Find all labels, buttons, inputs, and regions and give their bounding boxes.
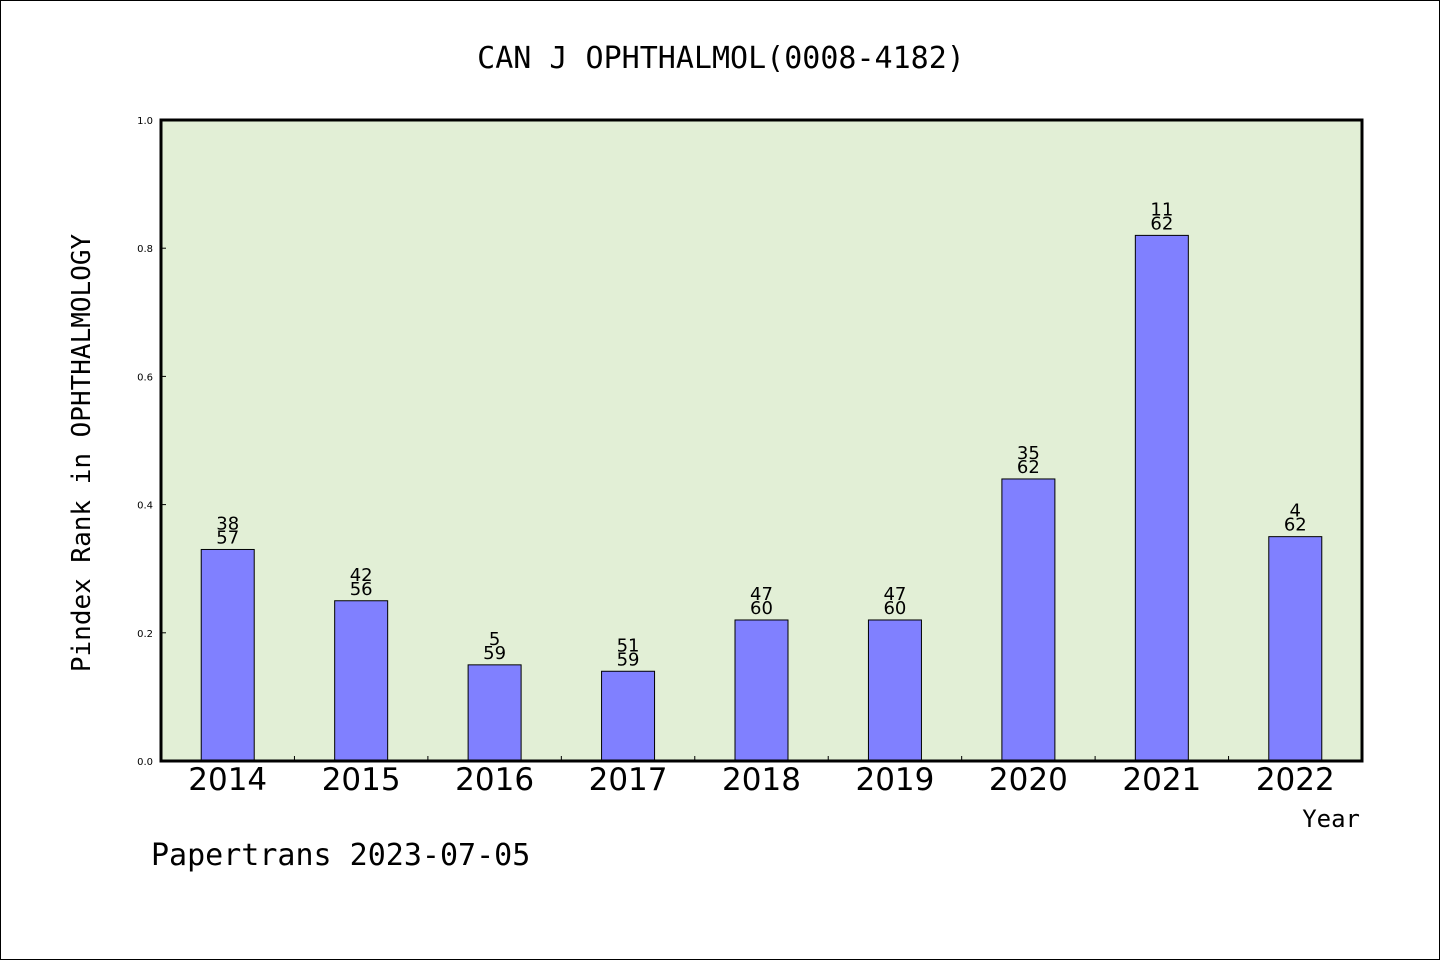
bar-label-top: 38 (216, 513, 239, 534)
bar-2022 (1268, 536, 1323, 762)
x-axis-ticks: 2014 2015 2016 2017 2018 2019 2020 2021 2022 (188, 756, 1335, 798)
bar-2018 (734, 619, 789, 762)
y-axis-label: Pindex Rank in OPHTHALMOLOGY (67, 234, 97, 673)
bar-label-bottom: 59 (617, 649, 640, 670)
bar-label-bottom: 59 (483, 643, 506, 664)
bar-label-bottom: 60 (883, 598, 906, 619)
x-tick-label: 2015 (322, 762, 401, 798)
bars-group (200, 234, 1323, 762)
plot-area: 0.00.20.40.60.81.0 2014 2015 2016 2017 2018 2… (137, 116, 1364, 798)
bar-2019 (867, 619, 922, 762)
x-tick-label: 2018 (722, 762, 801, 798)
y-tick-label: 0.0 (137, 757, 153, 768)
bar-label-top: 4 (1290, 501, 1301, 522)
bar-label-bottom: 57 (216, 527, 239, 548)
plot-frame (159, 118, 1364, 763)
bar-label-top: 11 (1150, 199, 1173, 220)
x-tick-label: 2020 (989, 762, 1068, 798)
bar-label-top: 42 (350, 565, 373, 586)
x-tick-label: 2022 (1256, 762, 1335, 798)
y-tick-label: 0.8 (137, 244, 153, 255)
bar-2020 (1001, 478, 1056, 762)
y-tick-label: 0.4 (137, 501, 153, 512)
bar-label-bottom: 56 (350, 579, 373, 600)
bar-label-top: 47 (883, 584, 906, 605)
chart-title: CAN J OPHTHALMOL(0008-4182) (477, 41, 965, 76)
bar-label-bottom: 62 (1284, 515, 1307, 536)
bar-label-bottom: 60 (750, 598, 773, 619)
y-tick-label: 0.6 (137, 372, 153, 383)
bar-2016 (467, 664, 522, 762)
bar-2021 (1134, 234, 1189, 762)
bar-label-bottom: 62 (1150, 213, 1173, 234)
x-tick-label: 2014 (188, 762, 267, 798)
bar-label-bottom: 62 (1017, 457, 1040, 478)
y-tick-label: 1.0 (137, 116, 153, 127)
bar-label-top: 47 (750, 584, 773, 605)
watermark-text: Papertrans 2023-07-05 (151, 838, 530, 873)
bar-label-top: 51 (617, 635, 640, 656)
x-tick-label: 2017 (589, 762, 668, 798)
x-tick-label: 2019 (855, 762, 934, 798)
bar-label-top: 35 (1017, 443, 1040, 464)
bar-2017 (601, 670, 656, 762)
x-tick-label: 2021 (1122, 762, 1201, 798)
y-tick-label: 0.2 (137, 629, 153, 640)
bar-2014 (200, 548, 255, 762)
bar-2015 (334, 600, 389, 762)
x-tick-label: 2016 (455, 762, 534, 798)
x-axis-label: Year (1302, 805, 1360, 833)
bar-label-top: 5 (489, 629, 500, 650)
